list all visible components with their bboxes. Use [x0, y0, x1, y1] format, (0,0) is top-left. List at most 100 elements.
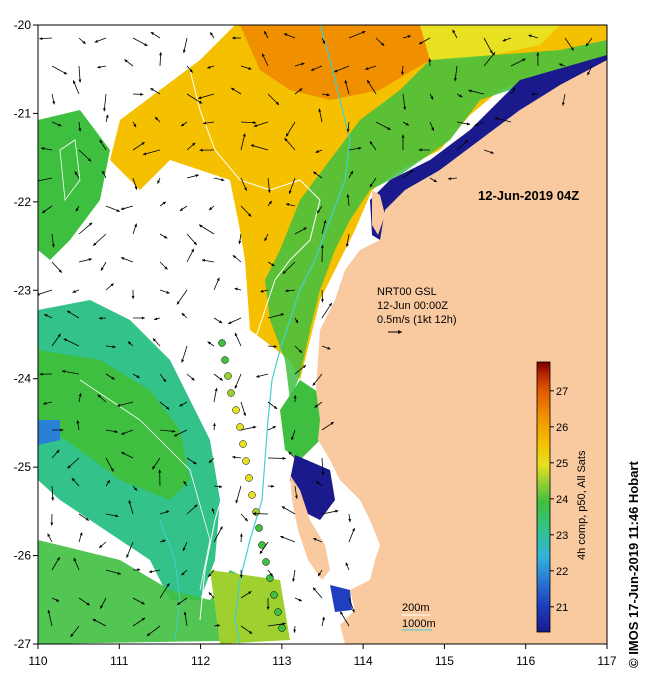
current-vector-head — [162, 378, 166, 382]
current-vector-head — [288, 451, 292, 455]
current-vector-head — [234, 287, 238, 291]
colorbar-scale — [536, 361, 551, 633]
current-vector-head — [216, 277, 220, 282]
current-vector-head — [301, 62, 305, 66]
current-vector-head — [280, 535, 284, 539]
current-vector-head — [199, 148, 203, 152]
current-vector-head — [73, 557, 77, 562]
current-vector-head — [67, 465, 71, 469]
y-axis: -20 -21 -22 -23 -24 -25 -26 -27 — [14, 18, 38, 651]
sst-west-green-north — [38, 110, 110, 260]
current-vector-head — [474, 123, 478, 127]
current-vector-head — [259, 550, 263, 554]
current-vector-head — [212, 423, 216, 427]
current-vector-head — [134, 223, 137, 227]
current-vector-head — [158, 469, 162, 473]
current-vector-head — [288, 190, 292, 194]
current-vector-head — [133, 123, 137, 128]
current-vector-head — [201, 258, 206, 262]
current-vector-head — [351, 609, 355, 613]
current-vector-head — [115, 514, 119, 518]
current-vector-head — [85, 517, 89, 521]
current-vector-head — [344, 80, 348, 84]
current-vector-head — [428, 58, 432, 62]
current-vector-head — [114, 430, 118, 434]
current-vector-head — [430, 96, 434, 100]
track-dot — [270, 591, 278, 599]
colorbar-tick-label: 21 — [556, 602, 568, 614]
track-dot — [274, 608, 282, 616]
current-vector-head — [365, 67, 369, 70]
current-vector-head — [316, 481, 320, 485]
current-vector-head — [345, 562, 349, 566]
current-vector-head — [248, 213, 252, 217]
y-tick-label: -25 — [14, 460, 32, 474]
current-vector-head — [303, 227, 307, 231]
current-vector-head — [273, 345, 277, 348]
current-vector-head — [88, 158, 92, 162]
current-vector-head — [293, 629, 297, 633]
current-vector-head — [164, 266, 168, 270]
current-vector-head — [298, 598, 302, 602]
current-vector-head — [111, 376, 115, 380]
current-vector-head — [182, 49, 186, 54]
current-vector-head — [269, 573, 273, 577]
land-cape — [372, 190, 385, 235]
current-vector-head — [76, 420, 80, 424]
current-vector-head — [154, 117, 159, 121]
x-tick-label: 111 — [110, 654, 129, 668]
current-vector-head — [244, 187, 247, 191]
current-vector-head — [56, 449, 60, 454]
current-vector-head — [350, 170, 353, 175]
current-vector-head — [218, 320, 223, 324]
current-vector-head — [302, 365, 306, 369]
drifter-track — [218, 339, 286, 632]
current-vector-head — [294, 495, 298, 499]
current-vector-head — [453, 77, 457, 82]
current-vector-head — [326, 93, 330, 97]
current-vector-head — [194, 504, 198, 508]
legend-scale: 0.5m/s (1kt 12h) — [377, 314, 456, 326]
current-vector-head — [418, 148, 422, 152]
current-vector-head — [407, 35, 411, 38]
current-vector-head — [198, 100, 203, 104]
current-vector-head — [141, 316, 145, 320]
current-vector-head — [58, 269, 62, 273]
current-vector-head — [409, 170, 414, 174]
current-vector-head — [193, 241, 197, 245]
current-vector-head — [193, 461, 197, 465]
current-vector-head — [141, 617, 146, 621]
credit-text: © IMOS 17-Jun-2019 11:46 Hobart — [626, 461, 641, 668]
current-vector-head — [203, 121, 207, 125]
current-vector-head — [58, 123, 62, 127]
current-vector-head — [271, 263, 275, 267]
current-vectors — [38, 29, 593, 638]
current-vector-head — [313, 538, 317, 541]
y-tick-label: -22 — [14, 195, 32, 209]
current-vector-head — [183, 611, 187, 615]
current-vector — [38, 177, 53, 182]
isobath-legend: 200m 1000m — [402, 602, 436, 631]
sst-field — [38, 25, 607, 644]
sst-west-blue — [38, 420, 60, 445]
current-vector-head — [448, 177, 452, 181]
current-vector-head — [218, 485, 223, 489]
colorbar-tick-label: 24 — [556, 494, 568, 506]
current-vector-head — [44, 314, 48, 318]
current-vector-head — [362, 31, 366, 34]
current-vector-head — [121, 452, 125, 455]
current-vector-head — [310, 67, 315, 71]
current-vector-head — [317, 209, 320, 214]
current-vector-head — [124, 59, 128, 63]
track-dot — [242, 457, 250, 465]
current-vector-head — [159, 52, 163, 56]
x-tick-label: 110 — [28, 654, 47, 668]
current-vector-head — [56, 557, 60, 561]
current-vector-head — [528, 34, 532, 38]
current-vector-head — [216, 624, 221, 628]
current-vector-head — [252, 512, 256, 516]
current-vector-head — [140, 92, 144, 96]
track-dot — [266, 574, 274, 582]
track-dot — [224, 372, 232, 380]
